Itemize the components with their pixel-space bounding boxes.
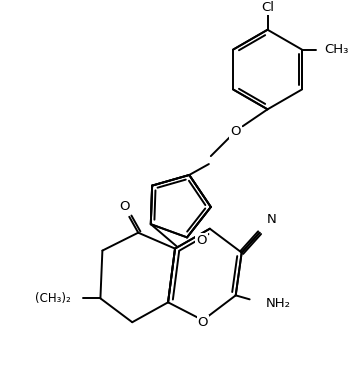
Text: Cl: Cl: [261, 1, 274, 14]
Text: NH₂: NH₂: [266, 297, 291, 310]
Text: O: O: [198, 316, 208, 329]
Text: O: O: [230, 125, 241, 138]
Text: CH₃: CH₃: [324, 43, 348, 56]
Text: O: O: [119, 200, 130, 213]
Text: (CH₃)₂: (CH₃)₂: [35, 292, 71, 305]
Text: O: O: [196, 234, 207, 247]
Text: N: N: [267, 213, 276, 226]
